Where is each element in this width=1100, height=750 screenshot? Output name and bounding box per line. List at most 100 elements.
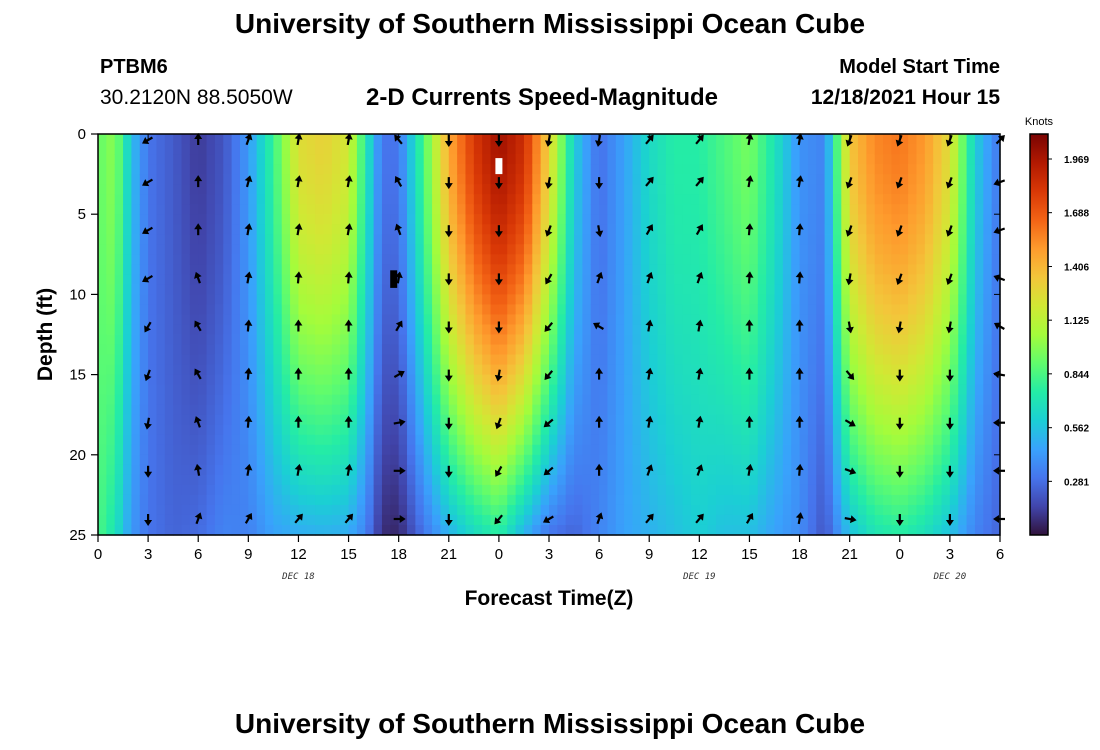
arrow-head <box>845 229 854 237</box>
heat-cell <box>306 204 316 215</box>
heat-cell <box>824 414 834 426</box>
heat-cell <box>766 414 776 426</box>
heat-cell <box>599 504 609 516</box>
heat-cell <box>941 194 951 205</box>
heat-cell <box>974 164 984 175</box>
heat-cell <box>198 214 208 225</box>
heat-cell <box>924 294 934 306</box>
heat-cell <box>849 414 859 426</box>
heat-cell <box>849 314 859 326</box>
heat-cell <box>958 134 968 145</box>
heat-cell <box>799 374 809 386</box>
arrow-head <box>645 271 654 279</box>
heat-cell <box>482 214 492 225</box>
heat-cell <box>549 324 558 336</box>
heat-cell <box>323 364 333 376</box>
heat-cell <box>916 504 926 516</box>
heat-cell <box>148 424 158 436</box>
heat-cell <box>782 414 792 426</box>
heat-cell <box>724 234 734 245</box>
heat-cell <box>390 524 400 536</box>
heat-cell <box>415 164 425 175</box>
heat-cell <box>908 474 918 486</box>
heat-cell <box>749 204 759 215</box>
arrow-head <box>895 326 904 334</box>
heat-cell <box>757 474 767 486</box>
heat-cell <box>707 254 717 265</box>
current-vector-arrow <box>244 319 253 332</box>
heat-cell <box>315 324 325 336</box>
heat-cell <box>106 444 116 456</box>
heat-cell <box>791 204 801 215</box>
heat-cell <box>390 314 400 326</box>
heat-cell <box>874 234 884 245</box>
heat-cell <box>498 204 508 215</box>
heat-cell <box>381 304 391 316</box>
heat-cell <box>682 434 692 446</box>
heat-cell <box>114 264 124 275</box>
heat-cell <box>766 454 776 466</box>
heat-cell <box>933 524 943 536</box>
heat-cell <box>582 204 592 215</box>
heat-cell <box>131 134 141 145</box>
heat-cell <box>799 434 809 446</box>
heat-cell <box>465 234 475 245</box>
heat-cell <box>991 164 1001 175</box>
heat-cell <box>365 314 375 326</box>
arrow-head <box>545 277 552 285</box>
heat-cell <box>624 224 634 235</box>
heat-cell <box>281 484 291 496</box>
heat-cell <box>657 514 667 526</box>
heat-cell <box>749 244 759 255</box>
current-vector-arrow <box>993 515 1005 523</box>
heat-cell <box>565 364 575 376</box>
heat-cell <box>590 424 600 436</box>
heat-cell <box>816 164 826 175</box>
heat-cell <box>239 264 249 275</box>
heat-cell <box>640 204 650 215</box>
arrow-shaft <box>695 137 702 145</box>
heat-cell <box>532 404 542 416</box>
heat-cell <box>699 384 709 396</box>
heat-cell <box>373 444 383 456</box>
heat-cell <box>791 484 801 496</box>
heat-cell <box>574 144 584 155</box>
heat-cell <box>891 334 901 346</box>
heat-cell <box>148 264 158 275</box>
heat-cell <box>924 384 934 396</box>
heat-cell <box>189 414 199 426</box>
heat-cell <box>690 354 700 366</box>
heat-cell <box>248 184 258 195</box>
heat-cell <box>699 274 709 285</box>
heat-cell <box>315 394 325 406</box>
heat-cell <box>482 484 492 496</box>
heat-cell <box>891 254 901 265</box>
heat-cell <box>440 334 450 346</box>
heat-cell <box>991 364 1001 376</box>
heat-cell <box>114 274 124 285</box>
heat-cell <box>891 384 901 396</box>
heat-cell <box>699 394 709 406</box>
heat-cell <box>523 274 533 285</box>
arrow-shaft <box>344 516 351 524</box>
arrow-head <box>795 415 804 422</box>
heat-cell <box>407 464 416 476</box>
heat-cell <box>816 194 826 205</box>
heat-cell <box>131 484 141 496</box>
heat-cell <box>657 384 667 396</box>
heat-cell <box>440 254 450 265</box>
heat-cell <box>799 254 809 265</box>
heat-cell <box>365 444 375 456</box>
heat-cell <box>148 294 158 306</box>
heat-cell <box>766 514 776 526</box>
heat-cell <box>891 524 901 536</box>
heat-cell <box>231 394 241 406</box>
heat-cell <box>724 314 734 326</box>
heat-cell <box>974 224 984 235</box>
current-vector-arrow <box>845 134 854 147</box>
heat-cell <box>515 334 525 346</box>
heat-cell <box>198 204 208 215</box>
heat-cell <box>874 364 884 376</box>
heat-cell <box>381 524 391 536</box>
heat-cell <box>498 194 508 205</box>
